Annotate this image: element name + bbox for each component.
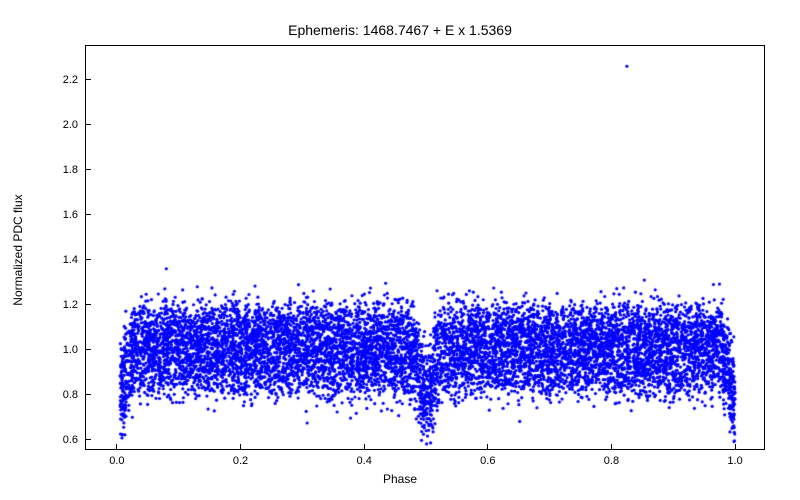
y-tick-label: 1.4 <box>63 254 86 266</box>
y-tick-label: 1.8 <box>63 164 86 176</box>
y-tick-label: 0.8 <box>63 389 86 401</box>
plot-area: 0.60.81.01.21.41.61.82.02.20.00.20.40.60… <box>85 45 765 450</box>
y-tick-mark <box>86 79 91 80</box>
x-tick-label: 1.0 <box>727 449 742 467</box>
x-tick-mark <box>611 444 612 449</box>
y-tick-mark <box>86 259 91 260</box>
chart-title: Ephemeris: 1468.7467 + E x 1.5369 <box>0 22 800 38</box>
x-tick-label: 0.2 <box>233 449 248 467</box>
y-tick-label: 1.0 <box>63 344 86 356</box>
y-tick-mark <box>86 304 91 305</box>
y-tick-label: 2.0 <box>63 119 86 131</box>
x-tick-label: 0.8 <box>604 449 619 467</box>
x-tick-label: 0.0 <box>109 449 124 467</box>
x-axis-label: Phase <box>0 472 800 486</box>
scatter-points <box>86 46 766 451</box>
figure: Ephemeris: 1468.7467 + E x 1.5369 Normal… <box>0 0 800 500</box>
y-tick-mark <box>86 394 91 395</box>
x-tick-label: 0.6 <box>480 449 495 467</box>
x-tick-label: 0.4 <box>357 449 372 467</box>
y-tick-mark <box>86 214 91 215</box>
y-axis-label: Normalized PDC flux <box>11 194 25 305</box>
x-tick-mark <box>240 444 241 449</box>
x-tick-mark <box>364 444 365 449</box>
y-tick-mark <box>86 439 91 440</box>
y-tick-label: 1.2 <box>63 299 86 311</box>
y-tick-mark <box>86 124 91 125</box>
y-tick-label: 2.2 <box>63 74 86 86</box>
x-tick-mark <box>116 444 117 449</box>
y-tick-mark <box>86 169 91 170</box>
y-tick-label: 1.6 <box>63 209 86 221</box>
y-tick-mark <box>86 349 91 350</box>
x-tick-mark <box>487 444 488 449</box>
y-tick-label: 0.6 <box>63 434 86 446</box>
x-tick-mark <box>735 444 736 449</box>
